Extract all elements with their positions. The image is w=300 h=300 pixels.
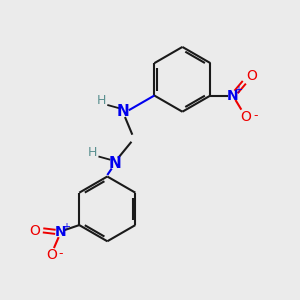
Text: O: O — [246, 69, 257, 83]
Text: N: N — [227, 88, 238, 103]
Text: -: - — [253, 109, 257, 122]
Text: +: + — [62, 222, 70, 232]
Text: H: H — [97, 94, 106, 107]
Text: N: N — [117, 104, 130, 119]
Text: O: O — [46, 248, 57, 262]
Text: N: N — [108, 156, 121, 171]
Text: +: + — [234, 85, 242, 94]
Text: O: O — [30, 224, 40, 238]
Text: -: - — [59, 248, 63, 260]
Text: O: O — [240, 110, 251, 124]
Text: N: N — [54, 225, 66, 239]
Text: H: H — [88, 146, 97, 159]
